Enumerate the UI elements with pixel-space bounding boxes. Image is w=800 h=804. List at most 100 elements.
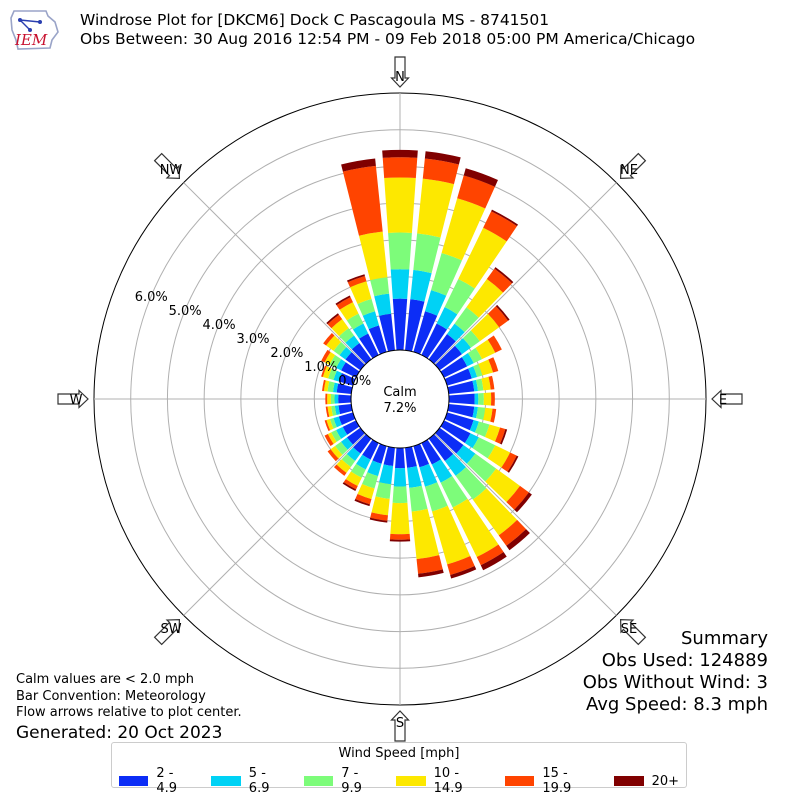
radial-tick-1: 1.0% (304, 360, 337, 375)
bar-dir260-bin3 (327, 406, 333, 417)
bar-dir290-bin3 (322, 366, 332, 379)
bar-dir280-bin1 (332, 382, 339, 393)
bar-dir200-bin5 (354, 499, 370, 507)
bar-dir120-bin3 (487, 445, 511, 468)
bar-dir200-bin0 (372, 443, 387, 464)
bar-dir210-bin3 (345, 471, 362, 487)
legend-swatch (303, 776, 334, 786)
bar-dir240-bin1 (336, 426, 348, 439)
bar-dir80-bin4 (488, 375, 495, 390)
bar-dir330-bin0 (359, 333, 379, 359)
bar-dir0-bin5 (382, 149, 418, 158)
bar-dir200-bin3 (357, 483, 375, 500)
bar-dir130-bin0 (435, 427, 464, 454)
bar-dir290-bin4 (321, 365, 327, 378)
bar-dir210-bin0 (362, 439, 379, 460)
bar-dir170-bin1 (407, 466, 422, 488)
legend-swatch (504, 776, 535, 786)
bar-dir340-bin3 (350, 281, 372, 305)
bar-dir130-bin3 (485, 468, 520, 503)
bar-dir150-bin4 (476, 544, 504, 566)
bar-dir110-bin0 (444, 412, 474, 431)
bar-dir340-bin1 (362, 311, 380, 330)
bar-dir20-bin4 (457, 175, 495, 209)
calm-value: 7.2% (383, 401, 416, 416)
bar-dir180-bin4 (389, 533, 411, 540)
legend: Wind Speed [mph] 2 - 4.9 5 - 6.9 7 - 9.9 10… (111, 742, 687, 796)
bar-dir260-bin0 (338, 404, 353, 415)
bar-dir110-bin5 (500, 429, 508, 445)
compass-label-N: N (395, 70, 405, 85)
bar-dir250-bin4 (324, 419, 331, 432)
bar-dir290-bin1 (333, 370, 342, 382)
legend-item-2: 7 - 9.9 (303, 766, 382, 796)
summary-obs-used: Obs Used: 124889 (601, 650, 768, 671)
compass-label-SE: SE (621, 622, 637, 637)
legend-items: 2 - 4.9 5 - 6.9 7 - 9.9 10 - 14.9 15 - 19.9 2… (112, 766, 686, 796)
bar-dir210-bin5 (342, 482, 357, 491)
bar-dir220-bin1 (346, 447, 361, 461)
bar-dir20-bin1 (424, 290, 447, 316)
bar-dir80-bin2 (476, 378, 484, 391)
bar-dir220-bin2 (341, 453, 356, 467)
bar-dir300-bin0 (341, 362, 360, 378)
bar-dir300-bin3 (324, 351, 336, 365)
flow-arrow-SE (619, 618, 647, 646)
bar-dir190-bin3 (371, 496, 390, 516)
bar-dir340-bin5 (347, 274, 365, 283)
bar-dir300-bin2 (329, 355, 342, 368)
bar-dir270-bin0 (338, 394, 352, 404)
bar-dir140-bin2 (455, 467, 487, 500)
bar-dir310-bin4 (323, 332, 335, 346)
legend-label: 7 - 9.9 (341, 766, 362, 796)
summary-avg-speed: Avg Speed: 8.3 mph (586, 694, 768, 715)
bar-dir100-bin1 (472, 406, 478, 419)
bar-dir310-bin1 (339, 347, 352, 360)
bar-dir350-bin3 (358, 231, 388, 281)
bar-dir150-bin0 (421, 439, 441, 465)
bar-dir270-bin2 (330, 394, 335, 404)
radial-tick-6: 6.0% (135, 290, 168, 305)
compass-label-SW: SW (160, 622, 181, 637)
bar-dir60-bin4 (487, 335, 502, 353)
bar-dir200-bin1 (367, 460, 382, 477)
bar-dir50-bin3 (470, 313, 500, 342)
bar-dir300-bin4 (321, 349, 331, 363)
calm-label: Calm (383, 385, 416, 400)
bar-dir230-bin0 (346, 427, 365, 445)
bar-dir160-bin0 (413, 443, 430, 468)
bar-dir40-bin5 (494, 267, 514, 284)
bar-dir20-bin5 (463, 168, 498, 187)
bar-dir30-bin2 (444, 278, 475, 315)
bar-dir240-bin0 (342, 420, 360, 435)
bar-dir110-bin2 (474, 421, 490, 437)
bar-dir130-bin4 (506, 485, 529, 510)
summary-title: Summary (681, 628, 768, 649)
bar-dir190-bin2 (375, 482, 392, 499)
flow-arrow-N (390, 56, 410, 88)
bar-dir320-bin3 (331, 319, 349, 337)
bar-dir330-bin5 (335, 295, 351, 306)
legend-label: 2 - 4.9 (156, 766, 178, 796)
flow-arrow-E (711, 389, 743, 409)
title-line-1: Windrose Plot for [DKCM6] Dock C Pascago… (80, 11, 550, 29)
bar-dir210-bin1 (356, 454, 371, 470)
bar-dir340-bin0 (368, 325, 387, 355)
bar-dir270-bin4 (325, 393, 328, 405)
bar-dir160-bin5 (450, 566, 477, 579)
bar-dir340-bin2 (357, 298, 376, 316)
bar-dir110-bin1 (469, 419, 479, 433)
legend-label: 15 - 19.9 (542, 766, 572, 796)
bar-dir30-bin5 (491, 209, 519, 227)
bar-dir10-bin5 (424, 151, 461, 165)
bar-convention-note: Bar Convention: Meteorology (16, 688, 206, 704)
bar-dir120-bin4 (501, 452, 517, 472)
bar-dir240-bin2 (331, 430, 342, 442)
bar-dir230-bin3 (330, 446, 343, 459)
bar-dir140-bin1 (444, 453, 467, 476)
bar-dir60-bin3 (475, 339, 496, 360)
flow-arrow-NE (619, 152, 647, 180)
flow-arrow-S (390, 710, 410, 742)
bar-dir20-bin0 (413, 311, 438, 355)
